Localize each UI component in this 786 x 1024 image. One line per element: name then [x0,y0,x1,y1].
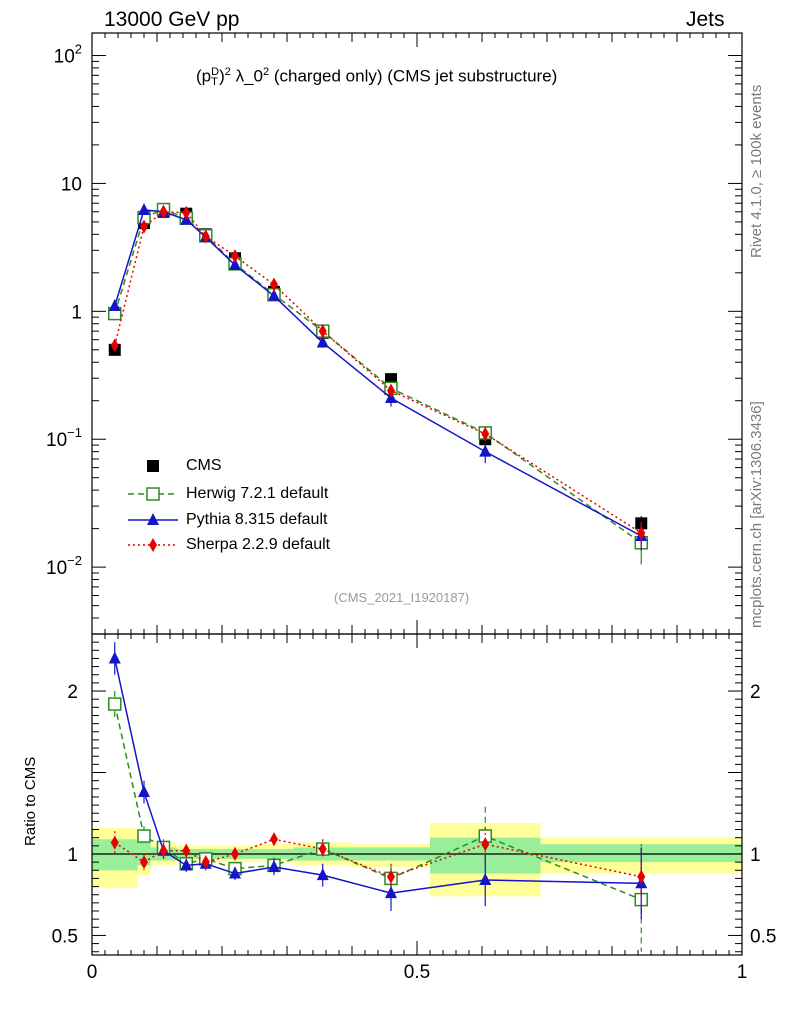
ratio-point-sherpa [140,855,148,870]
main-y-tick-label: 10 [61,174,82,195]
title-part-base: (p [196,66,212,86]
legend-marker-herwig [146,487,160,501]
ratio-point-pythia [229,866,241,879]
main-point-sherpa [110,338,119,353]
x-tick-label: 1 [737,962,748,983]
main-point-sherpa [481,426,490,441]
plot-title: (p D T)2 λ_02 (charged only) (CMS jet subs… [196,66,558,89]
ratio-point-herwig [108,697,122,711]
legend-marker-pythia [147,513,159,525]
main-point-sherpa [231,249,239,264]
main-y-tick-label: 10−2 [46,553,82,579]
main-point-pythia [316,335,329,348]
main-point-sherpa [159,204,168,219]
ratio-point-sherpa [637,869,646,884]
main-point-pythia [479,444,492,457]
main-y-tick-label: 10−1 [46,425,82,451]
ratio-point-pythia [108,651,121,664]
ratio-point-sherpa [387,869,395,884]
main-point-sherpa [387,383,395,398]
title-part-close: ) [219,66,225,86]
ratio-point-herwig [137,829,151,843]
main-point-sherpa [637,525,646,540]
ratio-point-sherpa [270,832,278,847]
ratio-point-sherpa [231,846,239,861]
title-part-sub1: T [211,76,218,89]
ratio-point-sherpa [201,855,210,870]
ratio-y-tick-label-right: 1 [750,845,761,866]
ratio-point-sherpa [159,843,168,858]
legend-label-pythia: Pythia 8.315 default [186,511,328,528]
ratio-plot-frame [91,633,743,956]
ratio-line-sherpa [114,838,642,878]
ratio-y-tick-label: 0.5 [52,926,78,947]
ratio-point-pythia [138,785,150,798]
main-y-tick-label: 102 [54,42,82,68]
legend-label-cms: CMS [186,457,222,474]
main-y-tick-label: 1 [71,302,82,323]
ratio-point-pythia [479,873,492,886]
ratio-point-sherpa [481,837,490,852]
ratio-point-sherpa [182,843,191,858]
ratio-y-tick-label: 1 [67,845,78,866]
legend-marker-cms [147,460,159,472]
x-tick-label: 0 [87,962,98,983]
main-line-sherpa [114,211,642,534]
main-point-sherpa [201,229,210,244]
analysis-id-label: (CMS_2021_I1920187) [334,590,470,605]
title-part-sup3: 2 [263,66,270,78]
title-part-sup2: 2 [224,66,231,78]
main-point-sherpa [318,324,327,339]
ratio-point-pythia [316,868,329,881]
x-tick-label: 0.5 [404,962,430,983]
ratio-point-pythia [268,860,280,873]
main-point-sherpa [270,277,278,292]
main-point-pythia [108,299,121,312]
ratio-point-sherpa [318,842,327,857]
ratio-y-tick-label-right: 2 [750,682,761,703]
header-energy-label: 13000 GeV pp [104,8,240,31]
ratio-y-tick-label-right: 0.5 [750,926,776,947]
ratio-point-pythia [385,886,397,899]
ratio-y-tick-label: 2 [67,682,78,703]
title-part-mid: λ_0 [230,66,264,86]
main-point-sherpa [140,219,148,234]
header-jets-label: Jets [686,8,725,31]
title-part-rest: (charged only) (CMS jet substructure) [269,66,558,86]
main-point-pythia [229,258,241,271]
main-point-pythia [138,202,150,215]
legend-label-sherpa: Sherpa 2.2.9 default [186,536,331,553]
main-point-pythia [268,288,280,301]
main-point-sherpa [182,205,191,220]
legend-marker-sherpa [149,538,157,552]
ratio-point-pythia [180,858,193,871]
ratio-point-sherpa [110,835,119,850]
legend-label-herwig: Herwig 7.2.1 default [186,485,329,502]
title-part-sup1: D [211,66,220,79]
